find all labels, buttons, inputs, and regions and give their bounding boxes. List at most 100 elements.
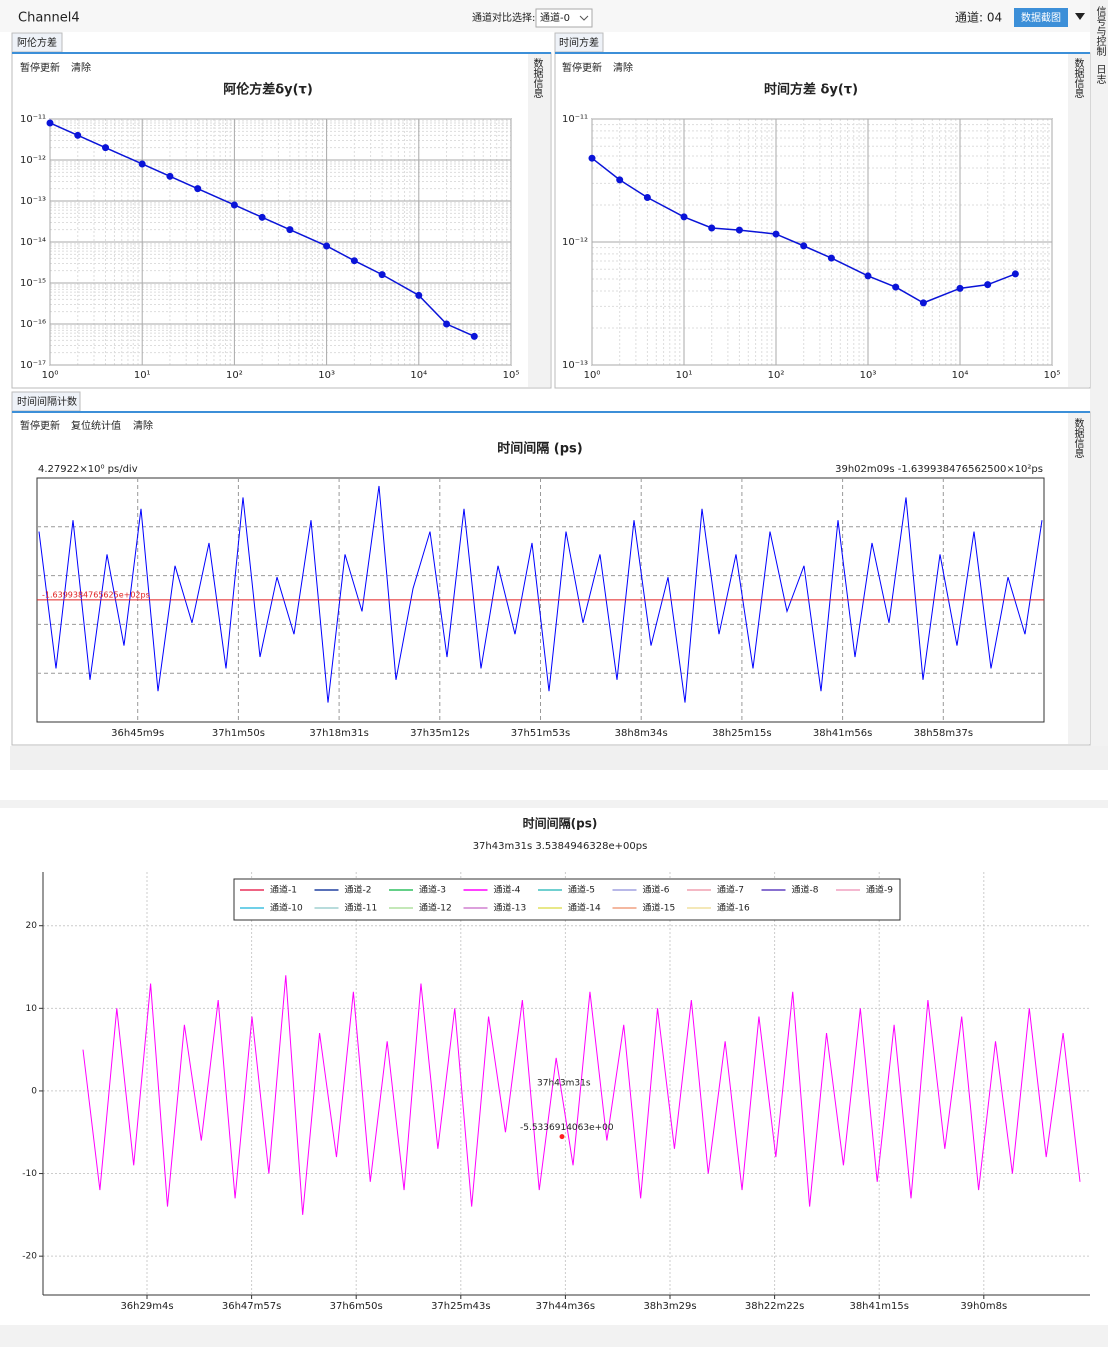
data-point (827, 254, 835, 262)
data-point (956, 284, 964, 292)
marker-x-label: 37h43m31s (537, 1079, 591, 1089)
x-tick-label: 10⁵ (1044, 370, 1061, 381)
button[interactable]: 暂停更新 (562, 61, 602, 74)
x-tick-label: 10⁰ (584, 370, 601, 381)
x-tick-label: 38h3m29s (643, 1301, 696, 1312)
y-tick-label: -20 (22, 1252, 37, 1262)
legend-label: 通道-8 (792, 884, 819, 896)
compare-value: 通道-0 (540, 11, 570, 24)
legend-label: 通道-4 (494, 884, 521, 896)
x-tick-label: 38h25m15s (712, 728, 771, 739)
data-point (350, 257, 358, 265)
data-point (616, 176, 624, 184)
data-point (800, 242, 808, 250)
dropdown-arrow[interactable] (1075, 13, 1085, 20)
legend-label: 通道-15 (643, 902, 676, 914)
x-tick-label: 10⁴ (410, 370, 427, 381)
button[interactable]: 清除 (133, 419, 153, 432)
y-tick-label: 0 (31, 1086, 37, 1096)
button[interactable]: 暂停更新 (20, 61, 60, 74)
legend-label: 通道-2 (345, 884, 372, 896)
cursor-label: 39h02m09s -1.639938476562500×10²ps (835, 464, 1043, 475)
reference-label: -1.6399384765625e+02ps (42, 590, 150, 599)
side-tab[interactable]: 数据信息 (531, 57, 543, 98)
x-tick-label: 10³ (860, 370, 877, 381)
x-tick-label: 10⁴ (952, 370, 969, 381)
x-tick-label: 37h25m43s (431, 1301, 490, 1312)
data-point (892, 283, 900, 291)
data-point (323, 242, 331, 250)
side-tab[interactable]: 数据信息 (1072, 417, 1084, 458)
separator (0, 800, 1108, 808)
y-tick-label: 10 (26, 1004, 38, 1014)
legend-label: 通道-16 (717, 902, 750, 914)
data-point (415, 291, 423, 299)
x-tick-label: 37h1m50s (212, 728, 265, 739)
data-point (588, 154, 596, 162)
data-point (772, 230, 780, 238)
x-tick-label: 10² (768, 370, 785, 381)
legend-label: 通道-11 (345, 902, 378, 914)
legend-label: 通道-9 (866, 884, 893, 896)
side-tab[interactable]: 数据信息 (1072, 57, 1084, 98)
x-tick-label: 10⁰ (42, 370, 59, 381)
legend-label: 通道-14 (568, 902, 601, 914)
data-point (919, 299, 927, 307)
button[interactable]: 清除 (71, 61, 91, 74)
data-point (102, 144, 110, 152)
x-tick-label: 36h45m9s (111, 728, 164, 739)
screenshot-button[interactable] (1014, 8, 1068, 27)
x-tick-label: 38h8m34s (615, 728, 668, 739)
series-line (38, 485, 1043, 703)
data-point (378, 271, 386, 279)
scale-label: 4.27922×10⁰ ps/div (38, 464, 138, 475)
data-point (194, 185, 202, 193)
x-tick-label: 36h47m57s (222, 1301, 281, 1312)
x-tick-label: 37h18m31s (309, 728, 368, 739)
x-tick-label: 10¹ (676, 370, 693, 381)
data-point (74, 131, 82, 139)
button[interactable]: 暂停更新 (20, 419, 60, 432)
x-tick-label: 37h35m12s (410, 728, 469, 739)
y-tick-label: 20 (26, 921, 38, 931)
data-point (470, 332, 478, 340)
status-bar (10, 746, 1108, 770)
x-tick-label: 36h29m4s (120, 1301, 173, 1312)
data-point (230, 201, 238, 209)
data-point (1011, 270, 1019, 278)
x-tick-label: 38h41m15s (849, 1301, 908, 1312)
legend (233, 878, 901, 921)
data-point (708, 224, 716, 232)
separator (0, 1325, 1108, 1347)
data-point (643, 194, 651, 202)
compare-select[interactable] (535, 8, 593, 28)
x-tick-label: 38h41m56s (813, 728, 872, 739)
button[interactable]: 复位统计值 (71, 419, 121, 432)
data-point (443, 320, 451, 328)
y-tick-label: 10⁻¹² (562, 237, 588, 248)
chart-title: 阿伦方差δy(τ) (223, 82, 313, 98)
button[interactable]: 清除 (613, 61, 633, 74)
legend-label: 通道-3 (419, 884, 446, 896)
data-point (258, 213, 266, 221)
legend-label: 通道-6 (643, 884, 670, 896)
y-tick-label: 10⁻¹¹ (562, 114, 588, 125)
data-point (864, 272, 872, 280)
legend-label: 通道-12 (419, 902, 452, 914)
x-tick-label: 38h22m22s (745, 1301, 804, 1312)
y-tick-label: 10⁻¹⁵ (20, 278, 46, 289)
data-point (138, 160, 146, 168)
marker-value-label: -5.5336914063e+00 (520, 1123, 614, 1133)
select-arrow (579, 15, 589, 21)
y-tick-label: 10⁻¹³ (562, 360, 588, 371)
series-line (82, 975, 1081, 1215)
side-tab[interactable]: 日志 (1094, 64, 1106, 84)
y-tick-label: 10⁻¹² (20, 155, 46, 166)
chart-title: 时间间隔 (ps) (497, 441, 582, 457)
x-tick-label: 37h51m53s (511, 728, 570, 739)
y-tick-label: 10⁻¹⁶ (20, 319, 46, 330)
channel-label: 通道: 04 (955, 11, 1002, 25)
side-tab[interactable]: 信号与控制 (1094, 6, 1106, 56)
marker-point (559, 1134, 565, 1140)
x-tick-label: 10³ (318, 370, 335, 381)
